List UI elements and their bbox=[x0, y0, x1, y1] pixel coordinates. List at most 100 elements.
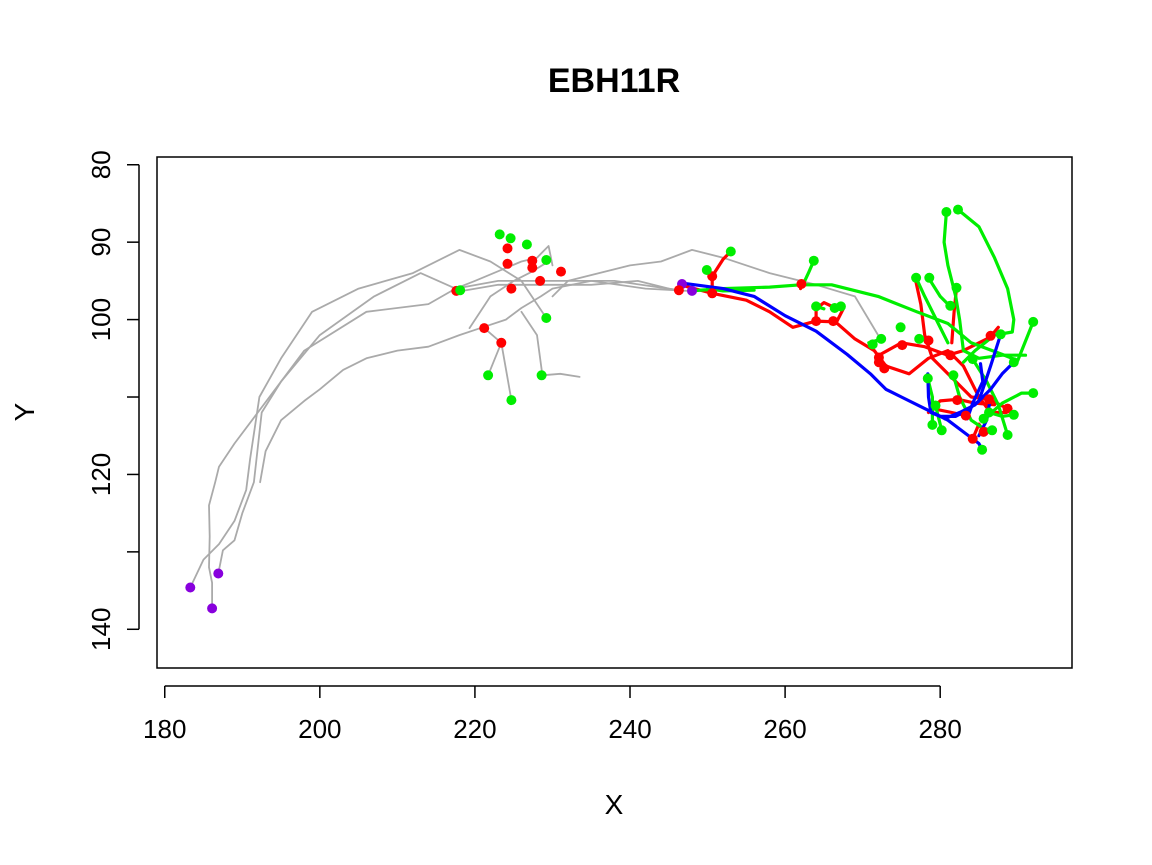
marker-green bbox=[911, 272, 922, 283]
series-line-red bbox=[681, 283, 1008, 415]
x-axis: 180 200 220 240 260 280 bbox=[143, 685, 962, 744]
marker-green bbox=[505, 233, 516, 244]
series-line-gray bbox=[259, 279, 688, 484]
marker-green bbox=[1002, 430, 1013, 440]
x-tick-label: 180 bbox=[143, 714, 186, 744]
series-line-green bbox=[688, 283, 1035, 363]
series-line-gray bbox=[461, 279, 683, 292]
marker-green bbox=[541, 313, 552, 323]
marker-green bbox=[1028, 316, 1039, 327]
y-tick-label: 90 bbox=[86, 228, 116, 257]
series-line-gray bbox=[551, 248, 879, 337]
plot-frame bbox=[156, 156, 1073, 669]
marker-layer bbox=[185, 204, 1039, 614]
marker-green bbox=[951, 282, 962, 293]
marker-purple bbox=[213, 568, 224, 579]
marker-green bbox=[927, 419, 938, 430]
marker-green bbox=[987, 425, 998, 436]
x-tick-label: 240 bbox=[608, 714, 651, 744]
series-line-blue bbox=[943, 360, 1016, 421]
marker-red bbox=[527, 255, 538, 266]
marker-purple bbox=[687, 285, 697, 296]
marker-green bbox=[1028, 388, 1039, 399]
x-tick-label: 220 bbox=[453, 714, 496, 744]
x-tick-label: 260 bbox=[763, 714, 806, 744]
marker-green bbox=[984, 407, 994, 418]
series-layer bbox=[189, 208, 1035, 610]
series-line-blue bbox=[681, 281, 984, 452]
y-axis-label: Y bbox=[9, 402, 40, 421]
marker-red bbox=[828, 316, 839, 327]
marker-red bbox=[796, 279, 807, 289]
marker-green bbox=[701, 265, 712, 275]
series-line-blue bbox=[926, 332, 1003, 418]
marker-green bbox=[808, 255, 819, 266]
marker-green bbox=[914, 333, 925, 344]
marker-red bbox=[960, 410, 971, 421]
x-tick-label: 200 bbox=[298, 714, 341, 744]
series-line-green bbox=[971, 357, 1010, 437]
marker-green bbox=[876, 333, 887, 344]
marker-green bbox=[1008, 409, 1019, 420]
y-axis: 80 90 100 120 140 bbox=[86, 150, 140, 651]
marker-red bbox=[1002, 403, 1013, 414]
series-line-gray bbox=[217, 245, 554, 575]
marker-red bbox=[502, 243, 513, 254]
marker-green bbox=[1008, 357, 1019, 368]
marker-purple bbox=[185, 582, 196, 593]
marker-green bbox=[811, 301, 822, 312]
marker-green bbox=[924, 272, 935, 283]
chart-title: EBH11R bbox=[548, 62, 680, 100]
y-tick-label: 100 bbox=[86, 298, 116, 341]
series-line-blue bbox=[965, 362, 985, 421]
marker-green bbox=[455, 285, 466, 296]
marker-green bbox=[930, 400, 941, 411]
marker-red bbox=[502, 258, 513, 269]
y-tick-label: 80 bbox=[86, 150, 116, 179]
marker-red bbox=[984, 394, 994, 405]
marker-green bbox=[506, 395, 517, 406]
series-line-gray bbox=[208, 279, 680, 610]
marker-red bbox=[479, 323, 490, 334]
series-line-gray bbox=[189, 248, 548, 589]
marker-red bbox=[535, 275, 546, 286]
marker-green bbox=[494, 229, 505, 240]
marker-green bbox=[922, 373, 933, 384]
marker-red bbox=[673, 285, 684, 296]
marker-red bbox=[707, 288, 718, 299]
marker-red bbox=[923, 335, 934, 346]
marker-red bbox=[811, 316, 822, 327]
marker-green bbox=[941, 207, 952, 217]
marker-green bbox=[541, 255, 552, 265]
marker-green bbox=[725, 246, 736, 257]
marker-purple bbox=[207, 603, 218, 614]
marker-green bbox=[945, 300, 956, 311]
series-line-gray bbox=[520, 310, 581, 378]
series-line-green bbox=[914, 276, 950, 345]
marker-green bbox=[948, 370, 959, 381]
series-line-green bbox=[956, 208, 1016, 364]
marker-red bbox=[978, 426, 989, 437]
marker-green bbox=[867, 339, 878, 350]
marker-green bbox=[895, 322, 906, 333]
x-axis-label: X bbox=[605, 789, 624, 820]
marker-red bbox=[506, 283, 517, 294]
series-line-red bbox=[710, 249, 733, 295]
marker-red bbox=[496, 337, 507, 348]
marker-red bbox=[879, 363, 890, 374]
x-tick-label: 280 bbox=[918, 714, 961, 744]
marker-red bbox=[952, 395, 963, 406]
marker-red bbox=[897, 340, 908, 351]
series-line-gray bbox=[483, 327, 513, 402]
marker-green bbox=[977, 444, 988, 455]
marker-red bbox=[985, 330, 996, 341]
marker-green bbox=[995, 329, 1006, 340]
marker-green bbox=[967, 354, 978, 365]
marker-red bbox=[527, 262, 538, 273]
marker-green bbox=[953, 204, 963, 215]
marker-red bbox=[967, 433, 978, 444]
marker-red bbox=[945, 350, 956, 361]
y-tick-label: 140 bbox=[86, 608, 116, 651]
marker-red bbox=[556, 266, 566, 277]
